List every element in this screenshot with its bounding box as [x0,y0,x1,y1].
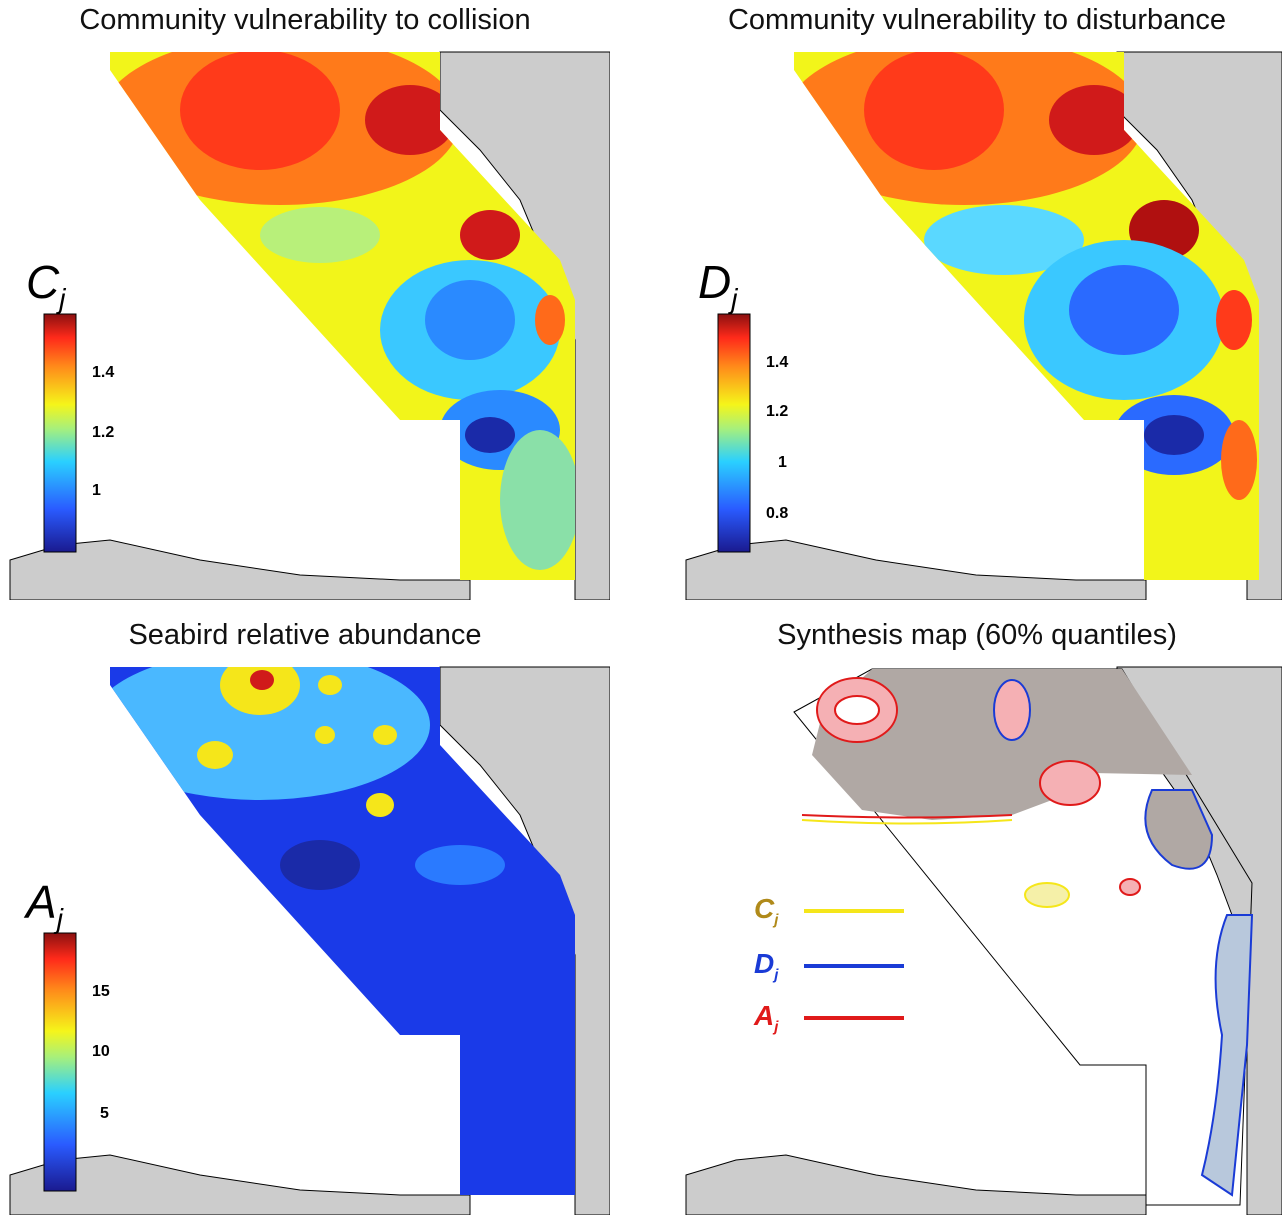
panel-title: Seabird relative abundance [128,619,482,651]
southern-land [9,539,471,600]
colorbar-label: Aj [26,876,63,935]
legend-symbol: Aj [754,1000,779,1036]
southern-land [685,1154,1147,1215]
southern-land [9,1154,471,1215]
colorbar-tick: 5 [100,1105,109,1122]
colorbar-tick: 1.4 [766,354,789,371]
panel-synthesis: Synthesis map (60% quantiles) Cj Dj Aj [672,615,1282,1215]
legend-symbol: Cj [754,893,779,929]
legend-symbol: Dj [754,948,779,984]
legend-row-d: Dj [754,948,904,984]
colorbar-tick: 0.8 [766,505,789,522]
colorbar-label: Cj [26,256,66,315]
panel-abundance: Seabird relative abundance Aj 15 10 5 [0,615,610,1215]
collision-map [9,51,610,600]
synthesis-map [685,666,1282,1215]
legend-row-a: Aj [754,1000,904,1036]
legend-line-yellow [804,908,904,913]
colorbar-label: Dj [698,256,738,315]
colorbar-tick: 10 [92,1043,110,1060]
panel-title: Community vulnerability to disturbance [727,4,1227,36]
legend-row-c: Cj [754,893,904,929]
panel-title: Community vulnerability to collision [79,4,531,36]
panel-title: Synthesis map (60% quantiles) [777,619,1177,651]
colorbar-tick: 1 [778,454,787,471]
overlap-zone [812,669,1192,820]
colorbar-tick: 1.4 [92,364,115,381]
colorbar-tick: 1.2 [766,403,789,420]
colorbar-tick: 15 [92,983,110,1000]
panel-disturbance: Community vulnerability to disturbance D… [672,0,1282,600]
colorbar-tick: 1.2 [92,424,115,441]
colorbar-tick: 1 [92,482,101,499]
disturbance-map [685,51,1282,600]
southern-land [685,539,1147,600]
legend-line-blue [804,963,904,968]
legend-line-red [804,1015,904,1020]
panel-collision: Community vulnerability to collision Cj … [0,0,610,600]
abundance-map [9,666,610,1215]
